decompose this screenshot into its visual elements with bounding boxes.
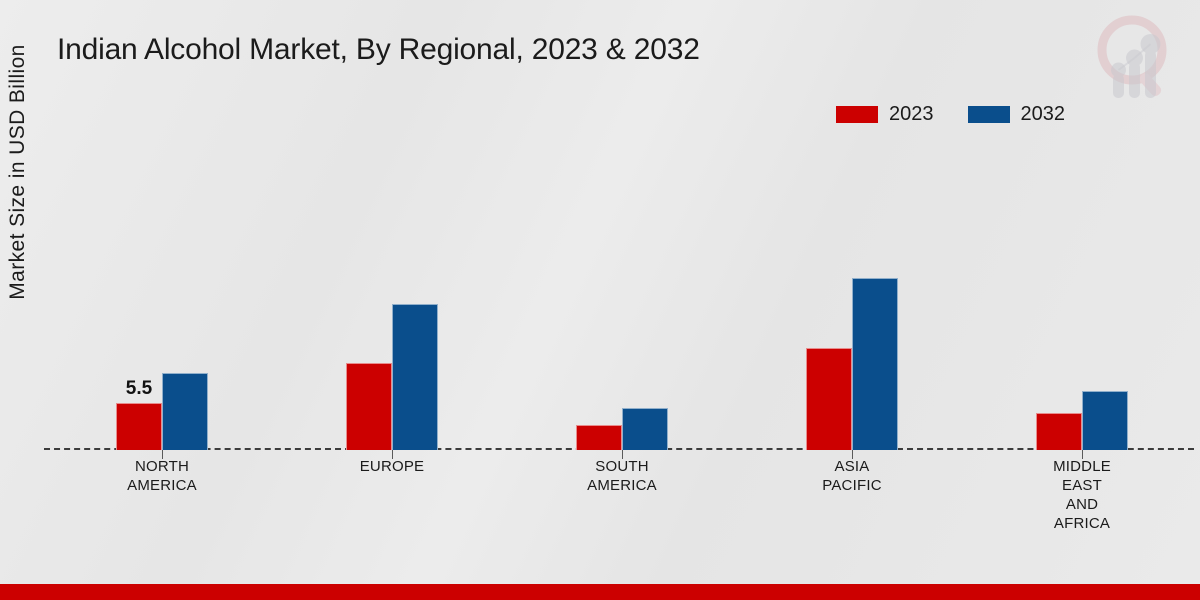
bar-group-asia-pacific: ASIA PACIFIC	[742, 140, 962, 494]
x-tick-middle-east-and-africa	[1082, 450, 1083, 459]
legend-item-2032[interactable]: 2032	[967, 103, 1066, 125]
legend-swatch-2032-icon	[967, 105, 1010, 123]
x-tick-south-america	[622, 450, 623, 459]
x-label-line: EAST	[1062, 477, 1102, 494]
x-tick-asia-pacific	[852, 450, 853, 459]
bar-2023-middle-east-and-africa[interactable]	[1036, 413, 1082, 450]
bar-group-europe: EUROPE	[282, 140, 502, 475]
chart-title: Indian Alcohol Market, By Regional, 2023…	[57, 33, 700, 66]
bar-2032-asia-pacific[interactable]	[852, 278, 898, 450]
x-label-line: ASIA	[834, 458, 870, 475]
x-label-south-america: SOUTH AMERICA	[512, 457, 732, 495]
bar-2023-south-america[interactable]	[576, 425, 622, 450]
bar-2023-asia-pacific[interactable]	[806, 348, 852, 450]
x-label-line: AND	[1065, 496, 1099, 513]
bar-group-south-america: SOUTH AMERICA	[512, 140, 732, 494]
bars-north-america: 5.5	[52, 140, 272, 450]
x-tick-europe	[392, 450, 393, 459]
x-label-line: PACIFIC	[822, 477, 882, 494]
legend-swatch-2023-icon	[836, 105, 878, 123]
bar-2023-north-america[interactable]: 5.5	[116, 378, 162, 450]
x-label-asia-pacific: ASIA PACIFIC	[742, 457, 962, 495]
x-label-line: NORTH	[134, 458, 190, 475]
bars-south-america	[512, 140, 732, 450]
footer-accent-bar	[0, 584, 1200, 600]
x-label-line: EUROPE	[359, 458, 425, 475]
x-label-line: AMERICA	[127, 477, 197, 494]
bar-group-middle-east-and-africa: MIDDLE EAST AND AFRICA	[972, 140, 1192, 532]
watermark-logo-icon	[1082, 6, 1186, 102]
bar-2032-europe[interactable]	[392, 304, 438, 450]
bar-2032-south-america[interactable]	[622, 408, 668, 450]
bar-2023-europe[interactable]	[346, 363, 392, 450]
legend-item-2023[interactable]: 2023	[836, 104, 934, 124]
bars-asia-pacific	[742, 140, 962, 450]
x-label-line: AFRICA	[1053, 515, 1111, 532]
bar-value-2023-north-america: 5.5	[125, 378, 153, 399]
bars-middle-east-and-africa	[972, 140, 1192, 450]
x-label-middle-east-and-africa: MIDDLE EAST AND AFRICA	[972, 457, 1192, 533]
legend-label-2023: 2023	[889, 103, 934, 125]
bars-europe	[282, 140, 502, 450]
bar-2032-middle-east-and-africa[interactable]	[1082, 391, 1128, 450]
bar-2032-north-america[interactable]	[162, 373, 208, 450]
x-label-europe: EUROPE	[282, 457, 502, 476]
y-axis-title: Market Size in USD Billion	[6, 44, 29, 300]
plot-area: 5.5 NORTH AMERICA EUROPE	[44, 140, 1194, 532]
legend-label-2032: 2032	[1020, 103, 1066, 125]
x-tick-north-america	[162, 450, 163, 459]
x-label-line: AMERICA	[587, 477, 657, 494]
chart-legend: 2023 2032	[836, 104, 1065, 124]
x-label-line: MIDDLE	[1053, 458, 1111, 475]
x-label-north-america: NORTH AMERICA	[52, 457, 272, 495]
bar-group-north-america: 5.5 NORTH AMERICA	[52, 140, 272, 494]
x-label-line: SOUTH	[595, 458, 649, 475]
